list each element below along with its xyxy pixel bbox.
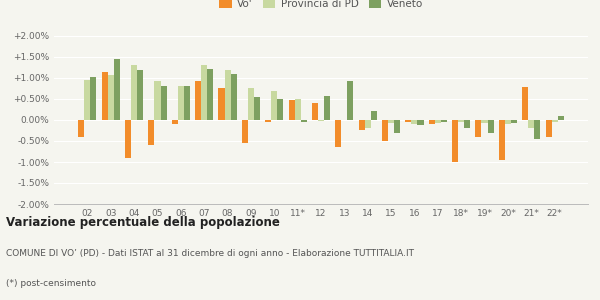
Bar [347,81,353,120]
Bar [224,70,230,120]
Bar [265,120,271,122]
Bar [534,120,541,139]
Legend: Vo', Provincia di PD, Veneto: Vo', Provincia di PD, Veneto [215,0,427,13]
Bar [499,120,505,160]
Bar [195,81,201,120]
Bar [114,59,120,120]
Bar [108,75,114,120]
Bar [137,70,143,120]
Bar [289,100,295,120]
Bar [551,120,557,122]
Bar [148,120,154,145]
Bar [428,120,435,124]
Bar [78,120,85,137]
Bar [522,87,528,120]
Bar [271,92,277,120]
Bar [511,120,517,123]
Bar [218,88,224,120]
Bar [295,99,301,120]
Bar [528,120,534,128]
Bar [382,120,388,141]
Bar [207,69,214,120]
Bar [435,120,441,123]
Bar [365,120,371,127]
Bar [371,111,377,120]
Bar [161,85,167,120]
Bar [254,97,260,120]
Bar [406,120,412,122]
Bar [318,120,324,121]
Bar [324,96,330,120]
Bar [230,74,236,120]
Bar [125,120,131,158]
Bar [178,86,184,120]
Bar [488,120,494,133]
Bar [172,120,178,124]
Bar [545,120,551,137]
Bar [91,77,97,120]
Bar [335,120,341,147]
Bar [154,81,161,120]
Text: (*) post-censimento: (*) post-censimento [6,279,96,288]
Bar [242,120,248,143]
Bar [277,99,283,120]
Bar [418,120,424,125]
Bar [458,120,464,122]
Bar [101,72,108,120]
Bar [301,120,307,122]
Bar [412,120,418,124]
Text: COMUNE DI VO’ (PD) - Dati ISTAT al 31 dicembre di ogni anno - Elaborazione TUTTI: COMUNE DI VO’ (PD) - Dati ISTAT al 31 di… [6,249,414,258]
Bar [85,80,91,120]
Bar [505,120,511,124]
Bar [184,86,190,120]
Bar [441,120,447,122]
Bar [359,120,365,130]
Bar [201,65,207,120]
Bar [481,120,488,123]
Bar [394,120,400,133]
Bar [475,120,481,137]
Bar [557,116,564,120]
Bar [388,120,394,123]
Bar [464,120,470,127]
Bar [312,103,318,120]
Bar [248,88,254,120]
Bar [452,120,458,162]
Text: Variazione percentuale della popolazione: Variazione percentuale della popolazione [6,216,280,229]
Bar [131,64,137,120]
